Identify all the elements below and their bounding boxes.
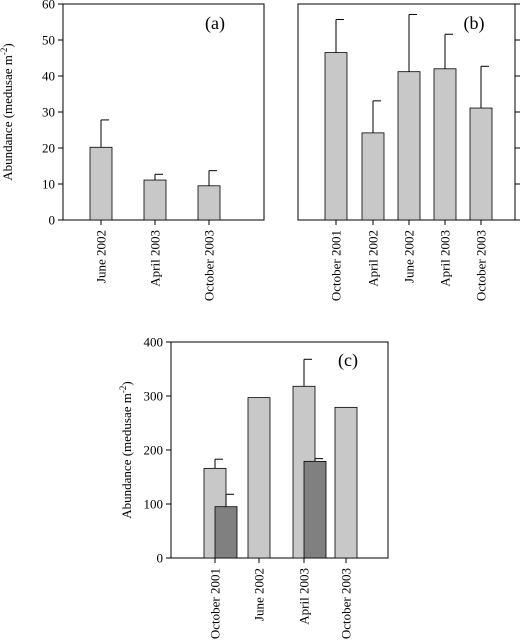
y-tick-label: 20 — [42, 141, 55, 156]
x-tick-label: October 2001 — [208, 568, 223, 639]
y-tick-label: 50 — [42, 33, 55, 48]
bar — [334, 406, 358, 559]
x-tick-label: October 2003 — [474, 230, 489, 301]
bar — [247, 397, 271, 559]
bar — [143, 179, 167, 221]
y-tick-label: 100 — [144, 497, 164, 512]
panel-label: (c) — [338, 350, 358, 371]
bar — [361, 132, 385, 221]
bar — [303, 460, 327, 559]
y-tick-label: 30 — [42, 105, 55, 120]
bar — [324, 52, 348, 221]
y-axis-label: Abundance (medusae m-2) — [118, 381, 134, 518]
y-tick-label: 0 — [49, 213, 56, 228]
bar — [214, 506, 238, 559]
panel-a: 0 10 20 30 40 50 60 June 2002 April 2003 October … — [0, 0, 265, 301]
y-tick-label: 40 — [42, 69, 55, 84]
panel-b: October 2001 April 2002 June 2002 April 200… — [297, 3, 520, 301]
y-tick-label: 200 — [144, 443, 164, 458]
y-tick-label: 10 — [42, 177, 55, 192]
x-tick-label: October 2003 — [202, 230, 217, 301]
y-tick-label: 0 — [157, 551, 164, 566]
y-tick-label: 400 — [144, 335, 164, 350]
y-tick-label: 60 — [42, 0, 55, 12]
x-tick-label: June 2002 — [402, 230, 417, 283]
bar — [89, 146, 113, 221]
x-tick-label: April 2003 — [438, 230, 453, 287]
y-axis-label: Abundance (medusae m-2) — [0, 43, 15, 180]
x-tick-label: June 2002 — [94, 230, 109, 283]
bar — [397, 71, 421, 221]
panel-c: 0 100 200 300 400 October 2001 June 2002 April … — [118, 335, 389, 639]
x-tick-label: June 2002 — [252, 568, 267, 621]
x-tick-label: October 2001 — [329, 230, 344, 301]
y-tick-label: 300 — [144, 389, 164, 404]
bar — [433, 68, 457, 221]
bar — [469, 107, 493, 221]
x-tick-label: April 2002 — [366, 230, 381, 287]
bar — [197, 185, 221, 221]
x-tick-label: April 2003 — [148, 230, 163, 287]
x-tick-label: October 2003 — [339, 568, 354, 639]
panel-label: (b) — [464, 13, 485, 34]
x-tick-label: April 2003 — [297, 568, 312, 625]
panel-label: (a) — [205, 13, 225, 34]
